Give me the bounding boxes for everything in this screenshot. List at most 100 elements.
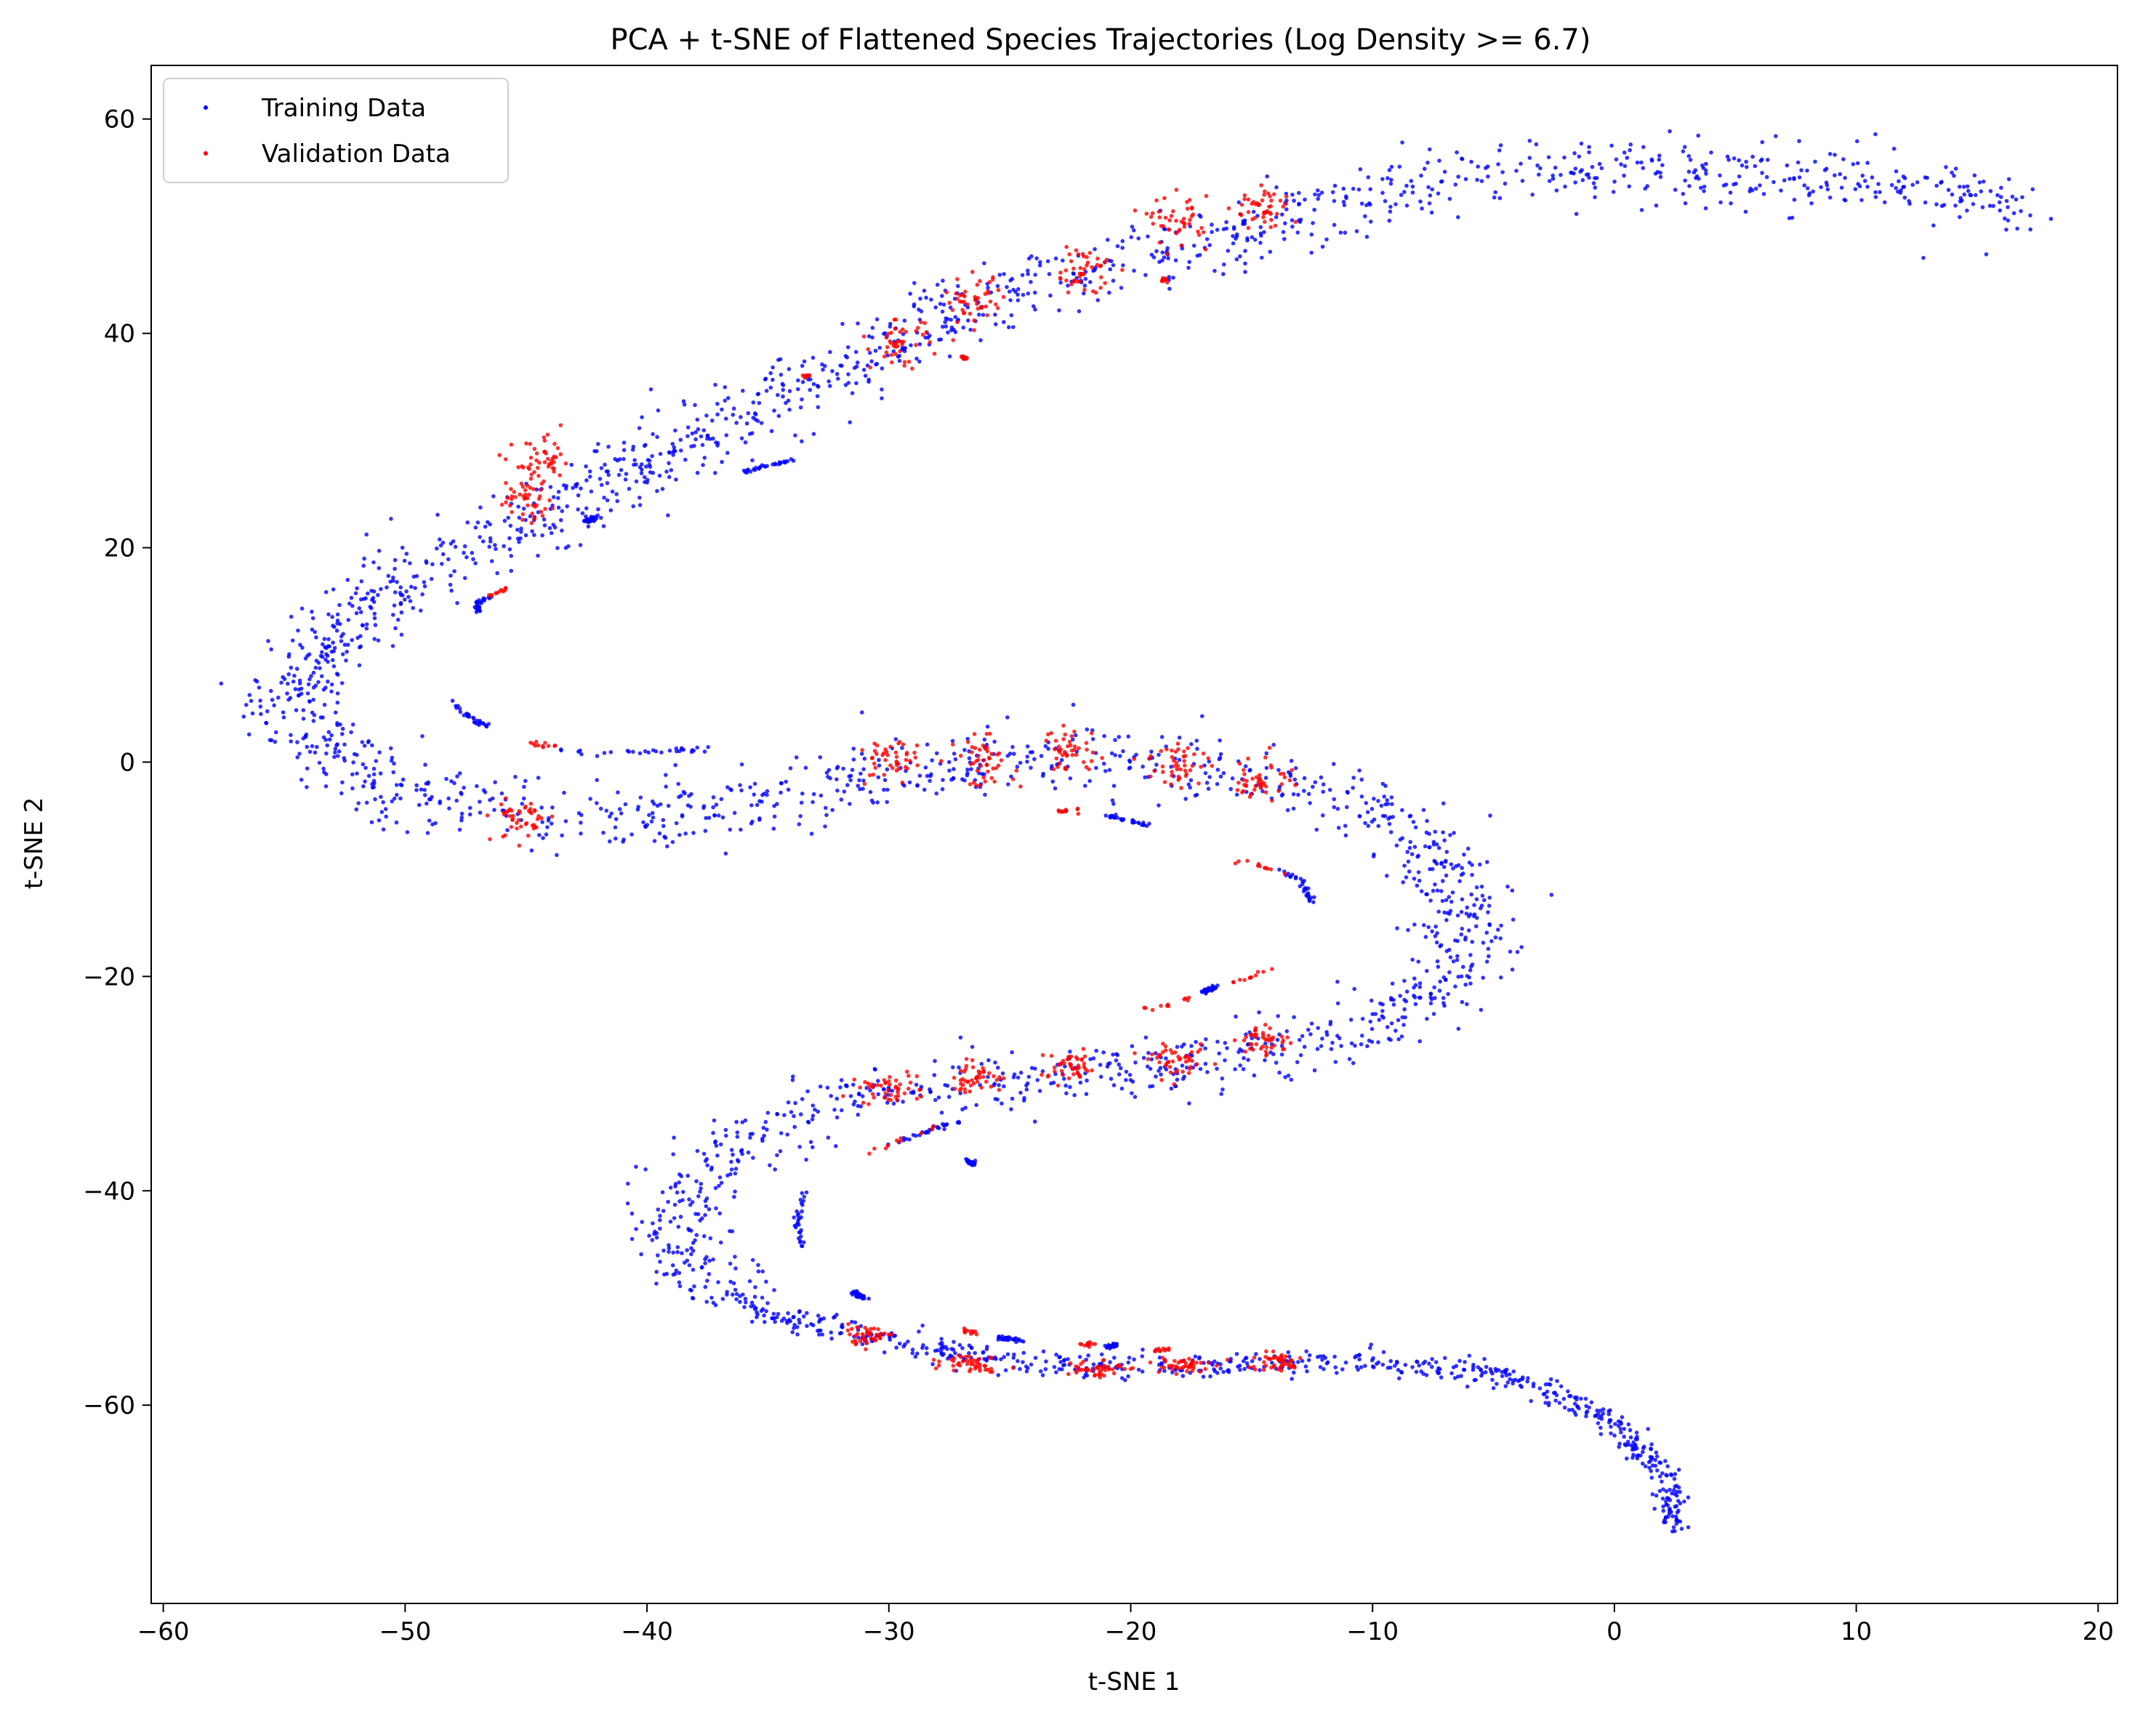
training-point <box>471 557 475 562</box>
training-point <box>843 354 848 358</box>
training-point <box>1283 1075 1287 1079</box>
validation-point <box>1252 1355 1257 1360</box>
validation-point <box>534 458 539 463</box>
training-point <box>1934 183 1939 188</box>
training-point <box>1029 280 1033 284</box>
training-point <box>1309 250 1314 255</box>
training-point <box>1252 238 1258 242</box>
training-point <box>861 368 866 372</box>
training-point <box>1048 293 1053 298</box>
validation-point <box>1241 789 1246 794</box>
training-point <box>932 1073 937 1077</box>
training-point <box>1090 737 1095 741</box>
validation-point <box>981 1070 986 1074</box>
validation-point <box>976 754 981 758</box>
training-point <box>1459 932 1464 937</box>
training-point <box>1417 981 1423 986</box>
validation-point <box>1159 278 1165 283</box>
training-point <box>1388 1358 1393 1364</box>
training-point <box>301 708 306 712</box>
validation-point <box>1176 778 1180 782</box>
training-point <box>1258 225 1263 230</box>
training-point <box>1519 161 1523 166</box>
training-point <box>1681 149 1686 153</box>
training-point <box>885 1100 890 1105</box>
validation-point <box>963 289 968 294</box>
training-point <box>1455 150 1459 155</box>
training-point <box>1620 1415 1625 1420</box>
training-point <box>840 363 844 369</box>
validation-point <box>1185 1369 1189 1374</box>
training-point <box>1282 237 1287 241</box>
validation-point <box>1060 810 1064 814</box>
training-point <box>1463 1360 1467 1364</box>
training-point <box>1599 1417 1604 1421</box>
validation-point <box>1179 1366 1184 1370</box>
training-point <box>1645 184 1649 188</box>
training-point <box>922 787 927 792</box>
training-point <box>1479 903 1484 908</box>
training-point <box>1005 715 1010 720</box>
validation-point <box>1160 1050 1165 1055</box>
training-point <box>1120 238 1125 243</box>
training-point <box>1113 738 1117 742</box>
training-point <box>1307 898 1312 903</box>
training-point <box>286 681 290 686</box>
training-point <box>1041 1349 1046 1354</box>
training-point <box>1682 145 1687 149</box>
validation-point <box>886 1088 890 1092</box>
validation-point <box>1087 767 1091 772</box>
validation-point <box>944 290 949 294</box>
training-point <box>755 1312 760 1317</box>
training-point <box>1402 863 1407 868</box>
validation-point <box>1292 1365 1297 1370</box>
training-point <box>1587 175 1591 180</box>
training-point <box>330 615 334 619</box>
training-point <box>1159 1361 1164 1366</box>
training-point <box>859 752 864 756</box>
validation-point <box>1180 1069 1185 1074</box>
validation-point <box>1049 730 1053 736</box>
validation-point <box>529 520 534 526</box>
validation-point <box>889 331 893 335</box>
training-point <box>1210 1362 1215 1367</box>
training-point <box>1896 179 1901 184</box>
training-point <box>521 507 526 511</box>
training-point <box>1433 859 1438 864</box>
training-point <box>1633 1446 1637 1452</box>
training-point <box>693 430 698 435</box>
training-point <box>273 730 278 735</box>
validation-point <box>971 781 976 785</box>
training-point <box>273 739 278 744</box>
validation-point <box>883 757 888 762</box>
validation-point <box>1242 778 1246 782</box>
training-point <box>944 324 949 329</box>
validation-point <box>970 745 975 749</box>
training-point <box>936 1095 941 1100</box>
training-point <box>392 796 397 801</box>
validation-point <box>1049 1053 1054 1058</box>
training-point <box>424 781 429 786</box>
training-point <box>1109 1076 1114 1081</box>
training-point <box>776 358 781 363</box>
training-point <box>772 814 777 819</box>
training-point <box>250 711 255 716</box>
training-point <box>1103 813 1109 818</box>
training-point <box>965 736 970 741</box>
training-point <box>393 566 397 571</box>
validation-point <box>936 1363 941 1368</box>
training-point <box>1434 940 1439 945</box>
training-point <box>391 575 395 580</box>
training-point <box>1661 1487 1665 1491</box>
training-point <box>1456 975 1460 979</box>
training-point <box>266 639 270 643</box>
validation-point <box>1066 1076 1071 1081</box>
training-point <box>1527 138 1532 143</box>
training-point <box>1213 986 1218 991</box>
training-point <box>350 786 355 791</box>
training-point <box>1244 1361 1250 1366</box>
training-point <box>1454 1364 1459 1369</box>
training-point <box>1218 752 1223 757</box>
training-point <box>1649 1442 1654 1446</box>
